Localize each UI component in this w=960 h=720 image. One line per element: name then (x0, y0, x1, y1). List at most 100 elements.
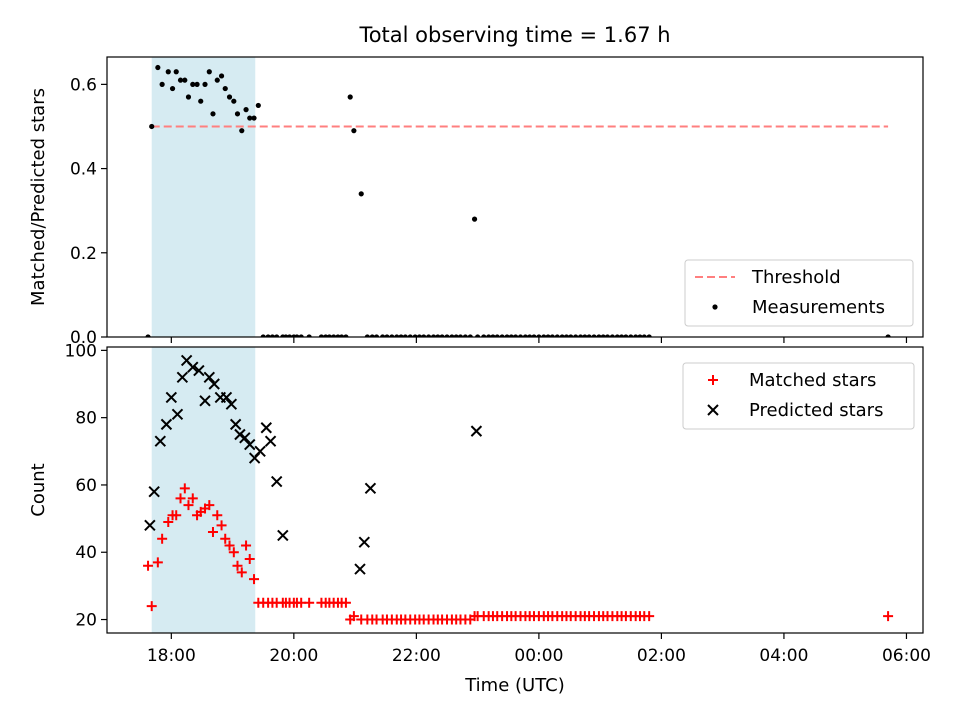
y-tick-label: 60 (75, 476, 97, 496)
y-tick-label: 80 (75, 409, 97, 429)
measurement-point (339, 334, 345, 337)
measurement-point (513, 334, 519, 337)
measurement-point (486, 334, 492, 337)
predicted-star-point (208, 378, 220, 390)
measurement-point (531, 334, 537, 337)
measurement-point (563, 334, 570, 337)
measurement-point (389, 334, 395, 337)
measurement-point (210, 111, 216, 117)
legend-box (684, 259, 914, 327)
measurement-point (623, 334, 629, 337)
matched-star-point (204, 500, 215, 511)
top-panel-ratio: 0.0 0.2 0.4 0.6 Matched/Predicted stars Thr… (28, 56, 924, 348)
measurement-point (416, 334, 423, 337)
x-tick-label: 20:00 (269, 646, 318, 666)
measurement-point (326, 334, 332, 337)
measurement-point (364, 334, 370, 337)
predicted-star-point (148, 485, 160, 498)
measurement-point (369, 334, 375, 337)
measurement-point (218, 73, 225, 79)
legend-predicted-label: Predicted stars (749, 400, 883, 421)
measurement-point (559, 334, 565, 337)
predicted-star-point (470, 425, 483, 437)
matched-star-point (249, 574, 260, 585)
measurement-point (165, 69, 171, 75)
measurement-point (318, 334, 325, 337)
measurement-point (177, 77, 184, 83)
measurement-point (633, 334, 639, 337)
predicted-star-point (364, 482, 377, 495)
x-tick-label: 02:00 (637, 646, 686, 666)
measurement-point (637, 334, 643, 337)
measurement-point (582, 334, 588, 337)
x-tick-label: 00:00 (514, 646, 563, 666)
measurement-point (545, 334, 551, 337)
matched-star-point (304, 597, 315, 608)
measurement-point (222, 85, 228, 92)
y-tick-label: 100 (65, 341, 97, 361)
predicted-star-point (254, 445, 266, 458)
measurement-point (286, 334, 293, 337)
matched-star-point (183, 500, 194, 511)
legend-matched-swatch (708, 375, 718, 385)
predicted-star-point (225, 398, 238, 410)
measurement-point (600, 334, 606, 337)
measurement-point (641, 334, 647, 337)
predicted-star-point (144, 519, 156, 532)
legend-measurements-label: Measurements (752, 297, 885, 318)
measurement-point (609, 334, 616, 337)
measurement-point (430, 334, 437, 337)
y-tick-label: 20 (75, 611, 97, 631)
predicted-star-point (154, 435, 167, 447)
measurement-point (169, 85, 176, 92)
measurement-point (591, 334, 597, 337)
legend-threshold-label: Threshold (751, 267, 841, 288)
x-tick-label: 18:00 (147, 646, 196, 666)
top-y-axis-label: Matched/Predicted stars (28, 88, 49, 306)
predicted-star-point (165, 391, 178, 404)
measurement-point (202, 81, 208, 87)
measurement-point (247, 115, 253, 121)
measurement-point (628, 334, 634, 337)
matched-star-point (244, 553, 255, 564)
y-tick-label: 0.0 (70, 328, 97, 348)
measurement-point (214, 77, 220, 83)
bottom-panel-counts: 20 40 60 80 100 Count Matched stars Predicted… (28, 341, 924, 639)
predicted-star-point (277, 529, 289, 542)
predicted-star-point (160, 418, 173, 431)
measurement-point (306, 334, 312, 337)
plot-marks (143, 347, 894, 633)
x-ticks: 18:00 20:00 22:00 00:00 02:00 04:00 06:00 (147, 646, 931, 666)
measurement-point (549, 334, 555, 337)
measurement-point (274, 334, 280, 337)
predicted-star-point (193, 364, 205, 377)
matched-star-point (179, 483, 190, 494)
predicted-star-point (358, 536, 371, 548)
measurement-point (467, 334, 473, 337)
predicted-star-point (176, 371, 189, 383)
matched-stars-series (143, 483, 894, 625)
measurement-point (269, 334, 276, 337)
measurement-point (604, 334, 611, 337)
measurement-point (351, 128, 357, 134)
measurement-point (145, 334, 151, 337)
predicted-star-point (203, 371, 216, 383)
predicted-star-point (354, 563, 366, 575)
measurements-series (145, 64, 891, 337)
predicted-star-point (220, 391, 233, 404)
matched-star-point (644, 611, 655, 622)
measurement-point (298, 334, 304, 337)
measurement-point (471, 216, 478, 222)
measurement-point (255, 102, 261, 109)
measurement-point (412, 334, 418, 337)
predicted-star-point (270, 475, 283, 488)
measurement-point (198, 98, 204, 104)
predicted-star-point (199, 395, 211, 407)
legend-matched-label: Matched stars (749, 370, 876, 391)
measurement-point (618, 334, 625, 337)
top-y-ticks: 0.0 0.2 0.4 0.6 (70, 75, 908, 348)
bottom-plot-area (106, 346, 924, 634)
matched-star-point (883, 611, 894, 622)
measurement-point (517, 334, 524, 337)
